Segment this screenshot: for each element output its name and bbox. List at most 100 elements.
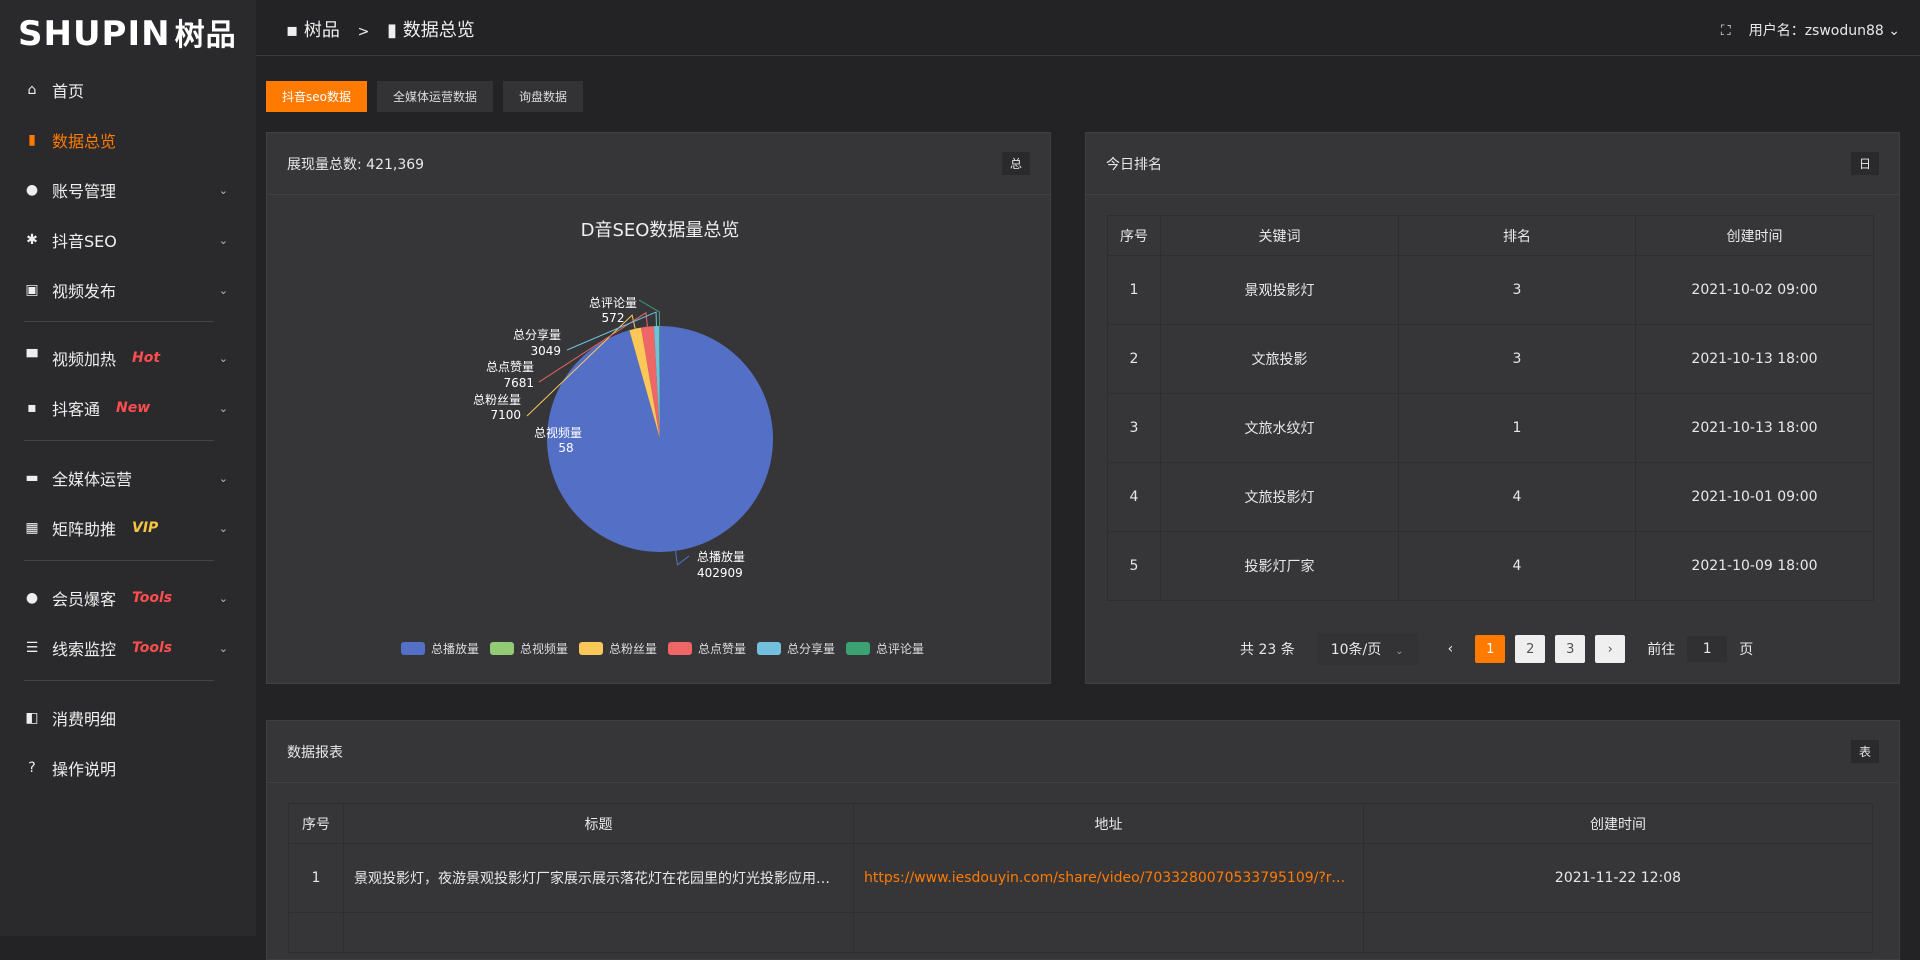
slice-label: 总评论量 [589,296,637,310]
column-header: 创建时间 [1363,803,1873,844]
rank-card: 今日排名日 序号 关键词 排名 创建时间 1 景观投影灯 3 2021-10-02 09:00… [1085,132,1900,684]
table-cell: 景观投影灯，夜游景观投影灯厂家展示展示落花灯在花园里的灯光投影应用效果 # [343,843,854,913]
sidebar-item-2[interactable]: ● 账号管理 ⌄ [0,170,256,210]
rank-table: 序号 关键词 排名 创建时间 1 景观投影灯 3 2021-10-02 09:00 2 文旅投影 3… [1107,215,1874,601]
legend-swatch[interactable] [757,642,781,655]
legend-swatch[interactable] [579,642,603,655]
sidebar-item-label: 矩阵助推 [52,520,117,539]
table-row[interactable]: 3 文旅水纹灯 1 2021-10-13 18:00 [1107,393,1874,463]
pie-slice-4[interactable] [653,326,660,439]
page-2[interactable]: 2 [1515,635,1546,663]
sidebar-item-0[interactable]: ⌂ 首页 [0,70,256,110]
table-row[interactable]: 2 文旅投影 3 2021-10-13 18:00 [1107,324,1874,394]
chevron-down-icon: ⌄ [1888,23,1900,39]
legend-label[interactable]: 总评论量 [876,642,924,656]
user-icon: ● [25,590,39,606]
column-header: 序号 [1107,215,1161,256]
sidebar-item-1[interactable]: ▮ 数据总览 [0,120,256,160]
logo: SHUPIN 树品 [18,14,237,54]
legend-swatch[interactable] [846,642,870,655]
fullscreen-icon[interactable]: ⛶ [1720,23,1731,39]
sidebar-item-8[interactable]: ▦ 矩阵助推 VIP ⌄ [0,508,256,548]
page-3[interactable]: 3 [1555,635,1586,663]
chevron-down-icon: ⌄ [218,401,228,415]
chevron-down-icon: ⌄ [218,591,228,605]
legend-label[interactable]: 总视频量 [520,641,568,656]
slice-value: 7100 [490,408,521,422]
legend-label[interactable]: 总分享量 [787,641,835,656]
table-row[interactable]: 1 景观投影灯 3 2021-10-02 09:00 [1107,255,1874,325]
sidebar-item-12[interactable]: ? 操作说明 [0,748,256,788]
sidebar-item-10[interactable]: ☰ 线索监控 Tools ⌄ [0,628,256,668]
pie-slice-1[interactable] [629,330,660,439]
next-page-icon[interactable]: › [1595,635,1626,663]
user-menu[interactable]: ⛶ 用户名：zswodun88 ⌄ [1720,23,1900,39]
table-cell: 3 [1398,255,1636,325]
legend-label[interactable]: 总粉丝量 [609,642,657,656]
gear-icon: ✱ [26,232,38,248]
pie-slice-2[interactable] [629,327,660,439]
page-size-select[interactable]: 10条/页 ⌄ [1316,633,1418,665]
sidebar-item-6[interactable]: ▪ 抖客通 New ⌄ [0,388,256,428]
legend-label[interactable]: 总点赞量 [698,642,746,656]
tab-media[interactable]: 全媒体运营数据 [376,81,493,112]
table-cell[interactable]: https://www.iesdouyin.com/share/video/70… [853,843,1364,913]
user-icon: ● [25,182,39,198]
legend-swatch[interactable] [401,642,425,655]
sidebar-item-4[interactable]: ▣ 视频发布 ⌄ [0,270,256,310]
table-row[interactable]: 5 投影灯厂家 4 2021-10-09 18:00 [1107,531,1874,601]
table-row[interactable]: 1 景观投影灯，夜游景观投影灯厂家展示展示落花灯在花园里的灯光投影应用效果 # ht… [288,843,1873,913]
goto-label: 前往 [1647,642,1676,658]
sidebar-item-label: 抖客通 [52,400,101,419]
sidebar-tag: Hot [132,350,161,366]
tab-douyin-seo[interactable]: 抖音seo数据 [266,81,367,112]
column-header: 序号 [288,803,344,844]
legend-swatch[interactable] [668,642,692,655]
table-cell: 5 [1107,531,1161,601]
sidebar-item-label: 抖音SEO [52,232,117,251]
total-count: 共 23 条 [1240,642,1295,658]
sidebar-item-11[interactable]: ◧ 消费明细 [0,698,256,738]
goto-input[interactable]: 1 [1687,636,1728,662]
table-cell: 4 [1107,462,1161,532]
chevron-down-icon: ⌄ [218,351,228,365]
table-row[interactable]: 4 文旅投影灯 4 2021-10-01 09:00 [1107,462,1874,532]
sidebar-item-9[interactable]: ● 会员爆客 Tools ⌄ [0,578,256,618]
column-header: 标题 [343,803,854,844]
table-cell: 3 [1398,324,1636,394]
table-cell: 2021-10-02 09:00 [1635,255,1874,325]
prev-page-icon[interactable]: ‹ [1447,641,1454,657]
table-cell: 2 [1107,324,1161,394]
monitor-icon: ▬ [25,470,39,486]
total-badge[interactable]: 总 [1001,152,1030,175]
tabs: 抖音seo数据 全媒体运营数据 询盘数据 [266,81,584,112]
chevron-down-icon: ⌄ [218,521,228,535]
sidebar-item-3[interactable]: ✱ 抖音SEO ⌄ [0,220,256,260]
table-badge[interactable]: 表 [1850,740,1879,763]
sidebar-item-label: 首页 [52,82,85,101]
report-table: 序号 标题 地址 创建时间 1 景观投影灯，夜游景观投影灯厂家展示展示落花灯在花园里的灯光… [288,803,1873,953]
sidebar-item-5[interactable]: ▀ 视频加热 Hot ⌄ [0,338,256,378]
sidebar-tag: VIP [132,520,159,536]
wallet-icon: ◧ [25,710,39,726]
day-badge[interactable]: 日 [1850,152,1879,175]
slice-value: 3049 [530,344,561,358]
pie-slice-3[interactable] [641,326,660,439]
sidebar-tag: Tools [132,640,173,656]
sliders-icon: ☰ [25,640,39,656]
leader-line [526,314,636,417]
table-cell: 1 [288,843,344,913]
table-cell: 2021-10-09 18:00 [1635,531,1874,601]
crumb-home[interactable]: ▪ 树品 [286,20,340,41]
legend-label[interactable]: 总播放量 [431,641,479,656]
sidebar-tag: Tools [132,590,173,606]
sidebar-item-7[interactable]: ▬ 全媒体运营 ⌄ [0,458,256,498]
legend-swatch[interactable] [490,642,514,655]
slice-label: 总播放量 [697,549,745,564]
slice-label: 总粉丝量 [473,393,521,407]
pie-card: 展现量总数: 421,369 总 D音SEO数据量总览 总播放量 402909 总视频量… [266,132,1051,684]
tab-inquiry[interactable]: 询盘数据 [503,81,584,112]
camera-icon: ▣ [25,282,39,298]
page-1[interactable]: 1 [1475,635,1506,663]
card-title: 今日排名 [1106,156,1162,173]
